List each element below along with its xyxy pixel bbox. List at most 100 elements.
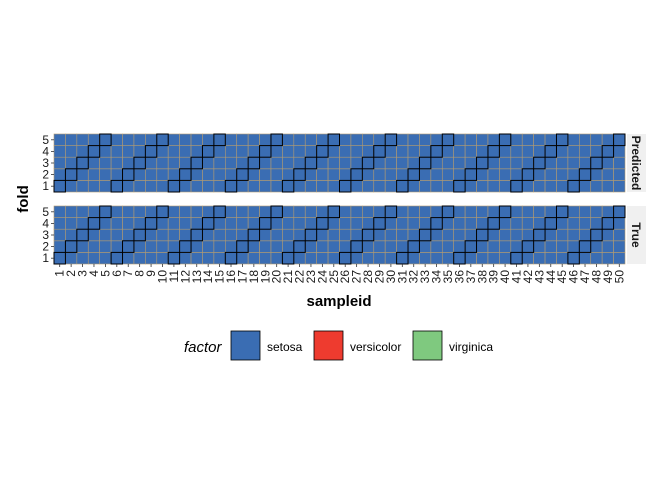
tile-true-14-1 (202, 252, 215, 265)
tile-true-10-2 (156, 240, 169, 253)
tile-predicted-40-4 (499, 145, 512, 158)
tile-predicted-11-5 (167, 133, 180, 146)
tile-true-26-2 (339, 240, 352, 253)
tile-predicted-26-3 (339, 156, 352, 170)
tile-predicted-20-3 (270, 156, 283, 170)
tile-true-31-3 (396, 228, 409, 242)
x-tick-label-13: 13 (190, 270, 204, 284)
legend-label-versicolor: versicolor (350, 340, 401, 354)
tile-true-25-3 (327, 228, 340, 242)
tile-true-19-5 (259, 205, 272, 218)
tile-true-13-1 (190, 252, 203, 265)
tile-predicted-1-3 (53, 156, 66, 170)
tile-predicted-23-2 (304, 168, 317, 181)
highlight-tile-true-29 (373, 217, 386, 230)
x-tick-label-20: 20 (270, 270, 284, 284)
tile-predicted-10-1 (156, 180, 169, 193)
highlight-tile-predicted-33 (418, 156, 432, 170)
tile-predicted-13-1 (190, 180, 203, 193)
highlight-tile-predicted-37 (464, 168, 478, 181)
highlight-tile-true-46 (567, 251, 580, 265)
tile-predicted-13-4 (190, 145, 203, 158)
tile-predicted-30-2 (384, 168, 397, 181)
tile-true-19-3 (259, 228, 272, 242)
x-tick-label-1: 1 (53, 270, 67, 277)
highlight-tile-true-26 (339, 251, 352, 265)
tile-predicted-5-3 (99, 156, 112, 170)
tile-true-23-1 (304, 252, 317, 265)
highlight-tile-predicted-4 (87, 145, 101, 158)
tile-predicted-16-2 (225, 168, 238, 181)
tile-true-9-3 (145, 228, 158, 242)
tile-predicted-8-1 (133, 180, 146, 193)
tile-true-37-3 (464, 228, 477, 242)
legend-label-setosa: setosa (267, 340, 303, 354)
highlight-tile-true-30 (384, 205, 398, 219)
tile-predicted-48-2 (590, 168, 603, 181)
tile-true-34-1 (430, 252, 443, 265)
tile-predicted-23-1 (304, 180, 317, 193)
y-tick-label-predicted-4: 4 (42, 144, 49, 158)
y-tick-label-predicted-2: 2 (42, 168, 49, 182)
tile-predicted-38-2 (476, 168, 489, 181)
highlight-tile-true-13 (190, 228, 203, 242)
tile-true-30-4 (384, 217, 397, 230)
tile-predicted-17-5 (236, 133, 249, 146)
tile-predicted-14-3 (202, 156, 215, 170)
tile-predicted-16-3 (225, 156, 238, 170)
x-tick-label-22: 22 (293, 270, 307, 284)
tile-predicted-17-4 (236, 145, 249, 158)
tile-predicted-25-2 (327, 168, 340, 181)
tile-true-24-2 (316, 240, 329, 253)
tile-true-50-1 (613, 252, 626, 265)
tile-true-3-5 (76, 205, 89, 218)
x-tick-label-11: 11 (167, 270, 181, 283)
tile-predicted-4-1 (87, 180, 100, 193)
tile-true-8-4 (133, 217, 146, 230)
x-tick-label-31: 31 (395, 270, 409, 284)
strip-label-predicted: Predicted (629, 136, 643, 191)
panels (53, 133, 626, 265)
highlight-tile-true-36 (453, 251, 466, 265)
tile-true-45-4 (556, 217, 569, 230)
tile-predicted-43-1 (533, 180, 546, 193)
tile-true-43-2 (533, 240, 546, 253)
tile-true-46-4 (567, 217, 580, 230)
tile-true-19-1 (259, 252, 272, 265)
tile-predicted-39-2 (487, 168, 500, 181)
tile-predicted-19-2 (259, 168, 272, 181)
highlight-tile-true-47 (578, 240, 592, 253)
tile-predicted-20-2 (270, 168, 283, 181)
tile-predicted-40-2 (499, 168, 512, 181)
highlight-tile-predicted-25 (327, 133, 340, 147)
x-tick-label-35: 35 (441, 270, 455, 284)
tile-true-23-2 (304, 240, 317, 253)
tile-true-17-1 (236, 252, 249, 265)
tile-predicted-24-3 (316, 156, 329, 170)
tile-predicted-22-1 (293, 180, 306, 193)
tile-true-36-4 (453, 217, 466, 230)
tile-predicted-41-2 (510, 168, 523, 181)
tile-predicted-49-5 (601, 133, 614, 146)
tile-predicted-22-3 (293, 156, 306, 170)
highlight-tile-predicted-22 (293, 168, 306, 181)
tile-true-8-1 (133, 252, 146, 265)
x-tick-label-10: 10 (155, 270, 169, 284)
tile-true-31-4 (396, 217, 409, 230)
x-tick-label-32: 32 (407, 270, 421, 284)
x-tick-label-2: 2 (64, 270, 78, 277)
strip-label-true: True (629, 222, 643, 248)
legend-item-setosa: setosa (230, 330, 303, 361)
highlight-tile-true-42 (521, 240, 535, 253)
highlight-tile-predicted-27 (350, 168, 363, 181)
strip-predicted: Predicted (627, 134, 646, 192)
tile-predicted-8-2 (133, 168, 146, 181)
tile-true-5-4 (99, 217, 112, 230)
tile-true-29-2 (373, 240, 386, 253)
highlight-tile-true-9 (144, 217, 158, 230)
tile-predicted-6-2 (110, 168, 123, 181)
x-tick-label-30: 30 (384, 270, 398, 284)
tile-true-16-3 (225, 228, 238, 242)
y-tick-label-true-2: 2 (42, 240, 49, 254)
x-tick-label-43: 43 (532, 270, 546, 284)
